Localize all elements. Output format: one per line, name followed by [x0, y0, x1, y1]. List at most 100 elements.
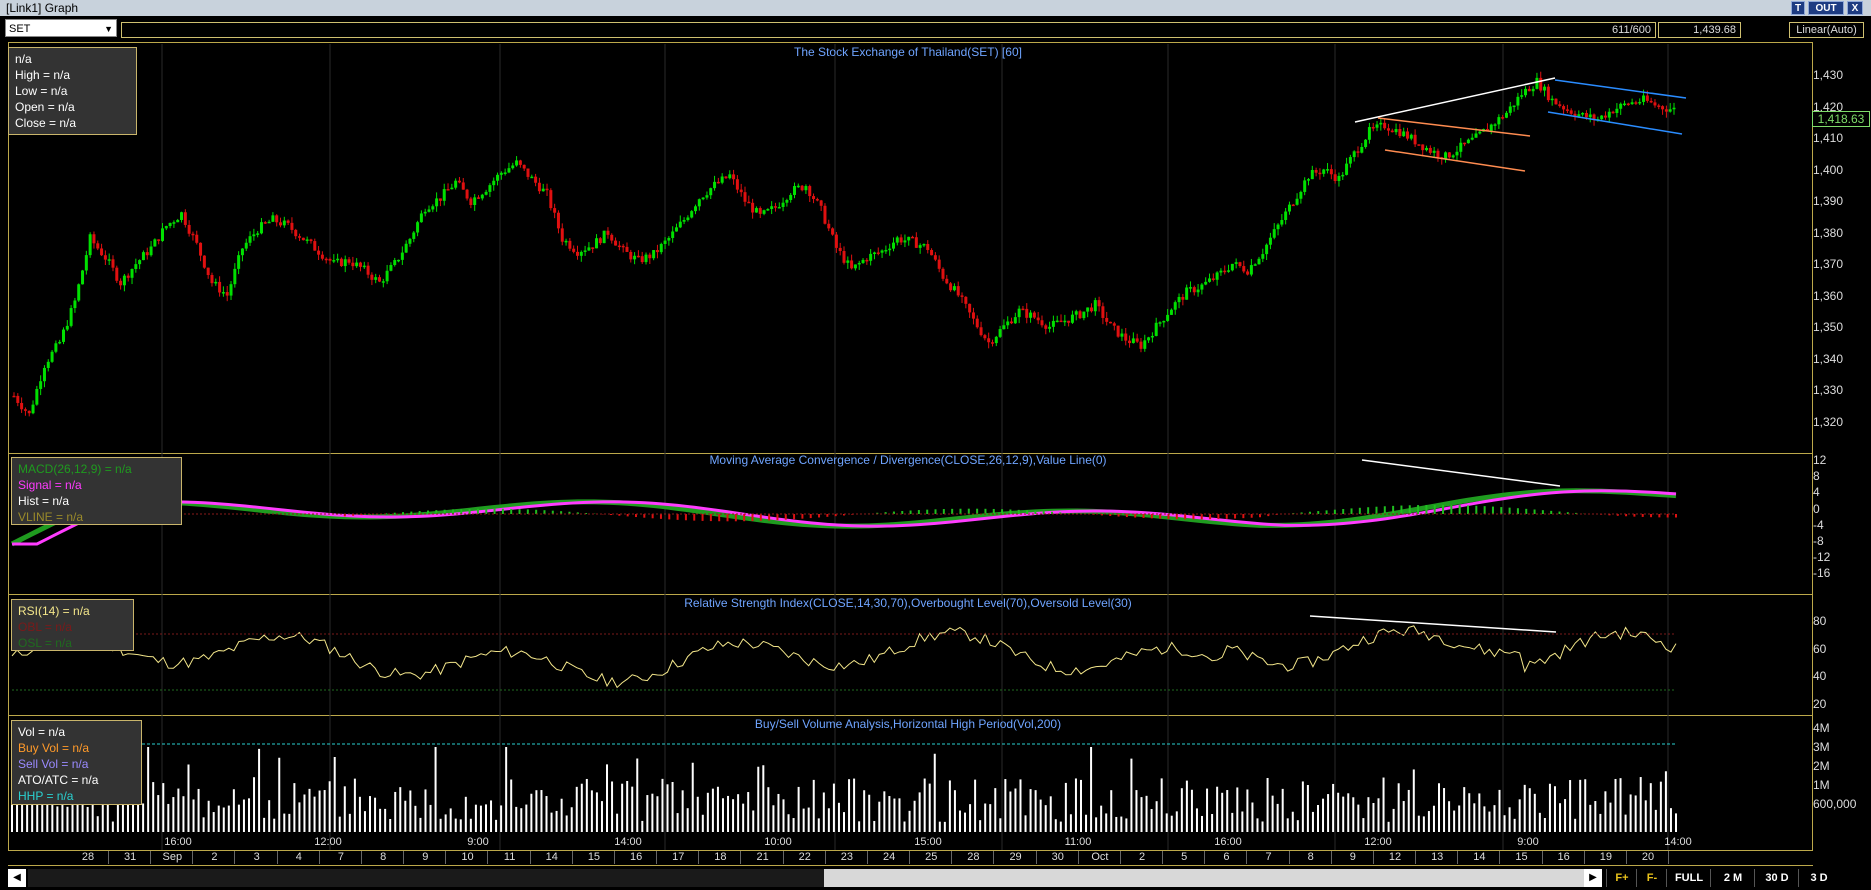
- rsi-series: [11, 625, 1677, 689]
- candle-body: [31, 404, 35, 414]
- candle-body: [1390, 130, 1394, 133]
- candle-body: [1139, 341, 1143, 349]
- candle-body: [225, 292, 229, 296]
- candle-body: [484, 191, 488, 195]
- window-titlebar: [Link1] Graph: [0, 0, 1871, 16]
- x-date-label: 3: [253, 851, 260, 863]
- candle-body: [1535, 77, 1539, 89]
- x-date-separator: [951, 851, 953, 864]
- candle-body: [796, 185, 800, 188]
- candle-body: [754, 208, 758, 213]
- candle-body: [1364, 139, 1368, 148]
- candle-body: [537, 182, 541, 192]
- candle-body: [511, 165, 515, 169]
- title-t-button[interactable]: T: [1791, 1, 1805, 15]
- candle-body: [1257, 258, 1261, 265]
- range-30d-button[interactable]: 30 D: [1754, 869, 1799, 887]
- candle-body: [42, 367, 46, 382]
- scroll-left-icon[interactable]: ◀: [8, 869, 26, 887]
- candle-body: [58, 341, 62, 344]
- candle-body: [1128, 340, 1132, 344]
- candle-body: [1063, 320, 1067, 323]
- range-3d-button[interactable]: 3 D: [1798, 869, 1839, 887]
- x-date-separator: [571, 851, 573, 864]
- candle-body: [122, 275, 126, 286]
- title-out-button[interactable]: OUT: [1808, 1, 1844, 15]
- x-date-separator: [613, 851, 615, 864]
- candle-body: [1584, 113, 1588, 118]
- price-legend[interactable]: n/a High = n/a Low = n/a Open = n/a Clos…: [8, 47, 137, 135]
- scale-mode-select[interactable]: Linear(Auto): [1789, 22, 1864, 38]
- x-time-label: 9:00: [467, 836, 489, 848]
- candle-body: [1421, 144, 1425, 151]
- candle-body: [191, 233, 195, 236]
- candle-body: [541, 188, 545, 192]
- candle-body: [709, 188, 713, 196]
- candle-body: [602, 230, 606, 244]
- macd-y-tick: 8: [1813, 469, 1820, 484]
- legend-sell-vol: Sell Vol = n/a: [18, 757, 89, 771]
- candle-body: [465, 189, 469, 199]
- candle-body: [1413, 134, 1417, 145]
- candle-body: [1600, 115, 1604, 120]
- candle-body: [431, 206, 435, 210]
- candle-body: [1550, 98, 1554, 101]
- range-full-button[interactable]: FULL: [1666, 869, 1711, 887]
- rsi-y-tick: 20: [1813, 696, 1827, 711]
- symbol-select[interactable]: SET ▼: [5, 19, 117, 37]
- legend-close: Close = n/a: [15, 116, 77, 130]
- candle-body: [526, 168, 530, 177]
- candle-body: [256, 233, 260, 235]
- candle-body: [812, 196, 816, 200]
- candle-body: [20, 402, 24, 410]
- candle-body: [358, 262, 362, 267]
- candle-body: [1356, 151, 1360, 153]
- candle-body: [46, 361, 50, 368]
- rsi-y-tick: 40: [1813, 669, 1827, 683]
- scroll-right-icon[interactable]: ▶: [1584, 869, 1602, 887]
- candle-body: [865, 259, 869, 262]
- candle-body: [861, 259, 865, 263]
- x-date-label: 30: [1051, 851, 1064, 863]
- volume-legend[interactable]: Vol = n/a Buy Vol = n/a Sell Vol = n/a A…: [11, 720, 142, 805]
- candle-body: [777, 206, 781, 209]
- candle-body: [115, 267, 119, 281]
- macd-legend[interactable]: MACD(26,12,9) = n/a Signal = n/a Hist = …: [11, 457, 182, 525]
- candle-body: [1573, 113, 1577, 117]
- candle-body: [1577, 114, 1581, 117]
- legend-signal: Signal = n/a: [18, 478, 82, 492]
- candle-body: [884, 249, 888, 252]
- macd-line: [10, 488, 1677, 547]
- candle-body: [869, 253, 873, 261]
- candle-body: [339, 258, 343, 267]
- candle-body: [827, 223, 831, 229]
- rsi-legend[interactable]: RSI(14) = n/a OBL = n/a OSL = n/a: [11, 599, 134, 651]
- range-2m-button[interactable]: 2 M: [1710, 869, 1755, 887]
- scroll-thumb[interactable]: [824, 869, 1584, 887]
- candle-body: [267, 221, 271, 224]
- candle-body: [1539, 77, 1543, 91]
- candle-body: [834, 234, 838, 248]
- zoom-in-button[interactable]: F+: [1606, 869, 1637, 887]
- candle-body: [168, 222, 172, 227]
- candle-body: [503, 172, 507, 174]
- macd-y-tick: -12: [1813, 550, 1831, 565]
- candle-body: [1154, 322, 1158, 336]
- zoom-out-button[interactable]: F-: [1636, 869, 1667, 887]
- rsi-pane-title: Relative Strength Index(CLOSE,14,30,70),…: [684, 596, 1132, 610]
- y-axis-border: [1812, 42, 1813, 850]
- candle-body: [1169, 309, 1173, 315]
- x-date-separator: [318, 851, 320, 864]
- candle-body: [1459, 142, 1463, 152]
- candle-body: [1455, 151, 1459, 156]
- candle-body: [1131, 338, 1135, 344]
- candle-body: [564, 240, 568, 243]
- candle-body: [1097, 300, 1101, 307]
- candle-body: [617, 245, 621, 248]
- candle-body: [614, 240, 618, 246]
- close-button[interactable]: X: [1847, 1, 1863, 15]
- candle-body: [1524, 88, 1528, 96]
- x-date-separator: [1035, 851, 1037, 864]
- candle-body: [347, 259, 351, 263]
